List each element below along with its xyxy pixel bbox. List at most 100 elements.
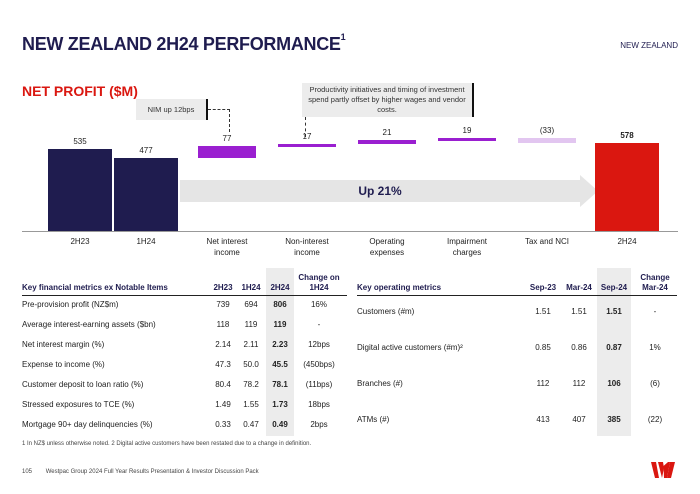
nim-connector-h [208, 109, 230, 110]
table-cell: 0.47 [243, 420, 259, 429]
row-label: ATMs (#) [357, 415, 390, 424]
table-cell: - [653, 307, 657, 316]
row-label: Digital active customers (#m)² [357, 343, 463, 352]
table-row: Pre-provision profit (NZ$m) 739 694 806 16% [22, 300, 347, 312]
chart-bar [278, 143, 336, 147]
table-row: Branches (#) 112 112 106 (6) [357, 379, 677, 391]
row-label: Customers (#m) [357, 307, 415, 316]
key-operating-title: Key operating metrics [357, 283, 442, 292]
key-operating-col-change: Change Mar-24 [640, 273, 670, 292]
productivity-callout-marker [472, 83, 474, 117]
table-cell: - [317, 320, 321, 329]
row-label: Average interest-earning assets ($bn) [22, 320, 156, 329]
table-cell: 694 [244, 300, 258, 309]
key-operating-col-sep23: Sep-23 [529, 283, 557, 292]
chart-category-label: 2H24 [617, 237, 637, 246]
table-cell: 0.49 [272, 420, 288, 429]
westpac-logo-icon [651, 462, 675, 483]
table-cell: 1.73 [272, 400, 288, 409]
table-row: Digital active customers (#m)² 0.85 0.86 0.… [357, 343, 677, 355]
footer: 105 Westpac Group 2024 Full Year Results… [22, 469, 259, 475]
table-cell: (22) [647, 415, 663, 424]
chart-category-label: Impairment charges [446, 237, 487, 257]
key-financial-table: Key financial metrics ex Notable Items 2… [22, 268, 347, 438]
key-financial-header-rule [22, 295, 347, 296]
table-cell: 50.0 [243, 360, 259, 369]
key-financial-title: Key financial metrics ex Notable Items [22, 283, 168, 292]
table-cell: 1.51 [571, 307, 587, 316]
chart-value-label: 19 [462, 125, 472, 135]
key-financial-col-change: Change on 1H24 [298, 273, 340, 292]
net-profit-title: NET PROFIT ($M) [22, 83, 138, 99]
key-financial-col-2h24: 2H24 [270, 283, 290, 292]
table-cell: 2.14 [215, 340, 231, 349]
productivity-connector [305, 117, 306, 137]
chart-bar [114, 158, 178, 231]
key-operating-highlight [597, 268, 631, 436]
key-operating-table: Key operating metrics Sep-23 Mar-24 Sep-… [357, 268, 677, 438]
chart-category-label: Net interest income [206, 237, 248, 257]
growth-arrow-label: Up 21% [358, 184, 402, 198]
table-row: Average interest-earning assets ($bn) 118… [22, 320, 347, 332]
table-cell: 0.86 [571, 343, 587, 352]
chart-value-label: 535 [73, 137, 87, 147]
table-row: Net interest margin (%) 2.14 2.11 2.23 12bps [22, 340, 347, 352]
growth-arrow-body [180, 180, 580, 202]
table-cell: 2.11 [243, 340, 259, 349]
nim-callout: NIM up 12bps [136, 99, 206, 120]
key-operating-header-rule [357, 295, 677, 296]
key-operating-col-mar24: Mar-24 [566, 283, 592, 292]
chart-bar [48, 149, 112, 231]
key-financial-col-2h23: 2H23 [213, 283, 233, 292]
table-cell: 1.51 [606, 307, 622, 316]
chart-value-label: 17 [302, 131, 312, 141]
chart-bar [518, 137, 576, 143]
table-cell: 0.87 [606, 343, 622, 352]
table-cell: 18bps [308, 400, 330, 409]
table-row: Stressed exposures to TCE (%) 1.49 1.55 1.7… [22, 400, 347, 412]
nim-connector-v [229, 109, 230, 132]
nim-callout-marker [206, 99, 208, 120]
chart-bar [358, 140, 416, 144]
net-profit-chart: NIM up 12bps Productivity initiatives an… [22, 83, 678, 257]
key-financial-col-1h24: 1H24 [241, 283, 261, 292]
table-cell: 739 [216, 300, 230, 309]
chart-category-label: Tax and NCI [524, 237, 570, 246]
page-title-text: NEW ZEALAND 2H24 PERFORMANCE [22, 34, 341, 54]
table-cell: 106 [607, 379, 621, 388]
table-cell: 806 [273, 300, 287, 309]
row-label: Expense to income (%) [22, 360, 105, 369]
chart-bar [198, 146, 256, 158]
table-cell: 119 [244, 320, 258, 329]
chart-value-label: 21 [382, 128, 392, 138]
row-label: Branches (#) [357, 379, 403, 388]
table-cell: 119 [273, 320, 287, 329]
table-cell: 2.23 [272, 340, 288, 349]
row-label: Mortgage 90+ day delinquencies (%) [22, 420, 153, 429]
chart-value-label: (33) [539, 125, 555, 135]
chart-bar [438, 137, 496, 141]
table-row: Customers (#m) 1.51 1.51 1.51 - [357, 307, 677, 319]
chart-category-label: Operating expenses [369, 237, 405, 257]
table-row: ATMs (#) 413 407 385 (22) [357, 415, 677, 427]
table-cell: 2bps [310, 420, 328, 429]
chart-category-label: Non-interest income [285, 237, 329, 257]
table-row: Expense to income (%) 47.3 50.0 45.5 (450bps… [22, 360, 347, 372]
table-cell: 112 [572, 379, 586, 388]
table-cell: 78.1 [272, 380, 288, 389]
table-cell: 413 [536, 415, 550, 424]
chart-category-label: 2H23 [70, 237, 90, 246]
table-cell: 45.5 [272, 360, 288, 369]
key-financial-highlight [266, 268, 294, 436]
row-label: Pre-provision profit (NZ$m) [22, 300, 119, 309]
row-label: Net interest margin (%) [22, 340, 105, 349]
chart-value-label: 77 [222, 134, 232, 144]
table-cell: (11bps) [305, 380, 333, 389]
growth-arrow-head [580, 175, 598, 207]
region-label: NEW ZEALAND [620, 41, 678, 50]
chart-value-label: 477 [139, 146, 153, 156]
chart-baseline [22, 231, 678, 232]
row-label: Customer deposit to loan ratio (%) [22, 380, 144, 389]
row-label: Stressed exposures to TCE (%) [22, 400, 135, 409]
table-cell: 80.4 [215, 380, 231, 389]
